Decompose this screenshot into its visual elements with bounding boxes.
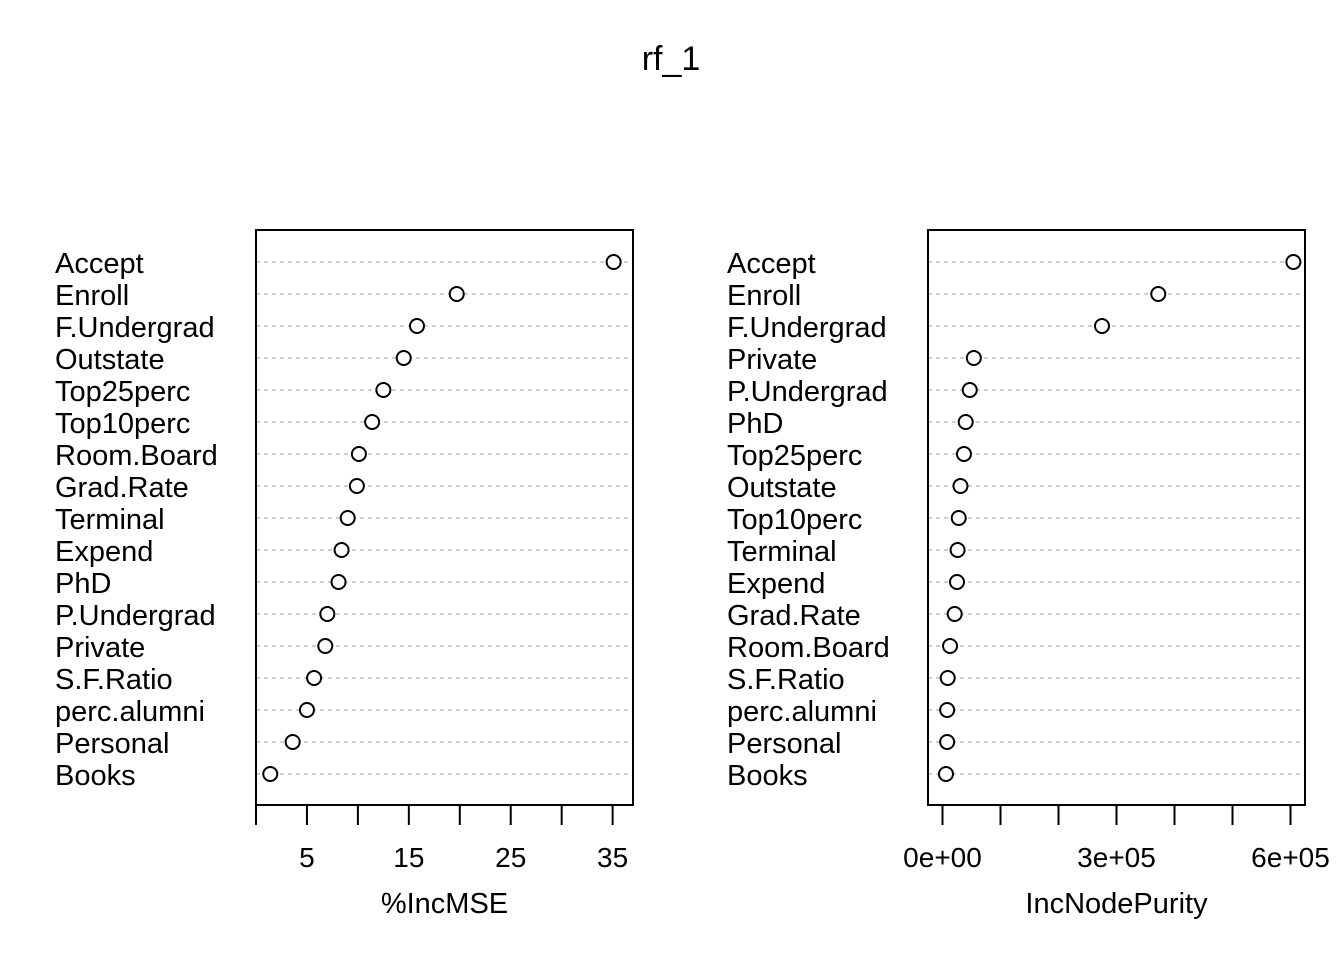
variable-label: P.Undergrad — [727, 376, 888, 408]
variable-label: Expend — [727, 568, 825, 600]
variable-label: Expend — [55, 536, 153, 568]
data-point — [375, 382, 392, 398]
data-point — [937, 766, 954, 782]
data-point — [939, 702, 956, 718]
data-point — [950, 510, 967, 526]
data-point — [350, 446, 367, 462]
data-point — [952, 478, 969, 494]
variable-label: Personal — [727, 728, 841, 760]
data-point — [1150, 286, 1167, 302]
variable-label: Books — [727, 760, 808, 792]
variable-label: Top10perc — [727, 504, 862, 536]
data-point — [262, 766, 279, 782]
panel-incmse: AcceptEnrollF.UndergradOutstateTop25perc… — [55, 229, 634, 920]
variable-label: Personal — [55, 728, 169, 760]
data-point — [284, 734, 301, 750]
data-point — [942, 638, 959, 654]
data-point — [961, 382, 978, 398]
x-axis-title: %IncMSE — [381, 888, 508, 920]
x-tick-label: 0e+00 — [903, 842, 982, 873]
data-point — [319, 606, 336, 622]
variable-label: Terminal — [55, 504, 165, 536]
variable-label: Private — [55, 632, 145, 664]
data-point — [364, 414, 381, 430]
data-point — [1094, 318, 1110, 334]
x-tick-label: 15 — [393, 842, 424, 873]
variable-label: Top25perc — [727, 440, 862, 472]
data-point — [408, 318, 425, 334]
x-tick-label: 3e+05 — [1077, 842, 1156, 873]
variable-label: Grad.Rate — [727, 600, 861, 632]
x-tick-label: 25 — [495, 842, 526, 873]
data-point — [957, 414, 974, 430]
variable-label: perc.alumni — [55, 696, 205, 728]
data-point — [946, 606, 963, 622]
variable-label: S.F.Ratio — [727, 664, 845, 696]
variable-label: Terminal — [727, 536, 837, 568]
x-tick-label: 35 — [597, 842, 628, 873]
panel-incnodepurity: AcceptEnrollF.UndergradPrivateP.Undergra… — [727, 229, 1330, 920]
data-point — [949, 542, 966, 558]
data-point — [339, 510, 356, 526]
variable-label: Private — [727, 344, 817, 376]
data-point — [939, 670, 956, 686]
x-axis-title: IncNodePurity — [1025, 888, 1208, 920]
data-point — [1285, 254, 1302, 270]
variable-label: P.Undergrad — [55, 600, 216, 632]
variable-label: Books — [55, 760, 136, 792]
variable-label: Outstate — [55, 344, 165, 376]
data-point — [306, 670, 323, 686]
plot-frame — [255, 229, 634, 806]
x-tick-label: 6e+05 — [1251, 842, 1330, 873]
data-point — [330, 574, 347, 590]
variable-label: Enroll — [55, 280, 129, 312]
variable-label: PhD — [727, 408, 783, 440]
variable-label: PhD — [55, 568, 111, 600]
data-point — [395, 350, 412, 366]
variable-label: F.Undergrad — [55, 312, 215, 344]
data-point — [965, 350, 982, 366]
variable-label: F.Undergrad — [727, 312, 887, 344]
variable-label: Room.Board — [55, 440, 218, 472]
data-point — [448, 286, 465, 302]
data-point — [949, 574, 965, 590]
data-point — [317, 638, 334, 654]
data-point — [348, 478, 365, 494]
variable-label: Accept — [55, 248, 144, 280]
data-point — [955, 446, 972, 462]
x-tick-label: 5 — [299, 842, 315, 873]
variable-label: S.F.Ratio — [55, 664, 173, 696]
variable-label: Top25perc — [55, 376, 190, 408]
data-point — [605, 254, 622, 270]
data-point — [333, 542, 350, 558]
variable-label: Room.Board — [727, 632, 890, 664]
variable-label: perc.alumni — [727, 696, 877, 728]
data-point — [298, 702, 315, 718]
variable-label: Outstate — [727, 472, 837, 504]
variable-label: Accept — [727, 248, 816, 280]
chart-title: rf_1 — [642, 40, 701, 78]
variable-label: Grad.Rate — [55, 472, 189, 504]
variable-label: Top10perc — [55, 408, 190, 440]
data-point — [939, 734, 956, 750]
variable-label: Enroll — [727, 280, 801, 312]
